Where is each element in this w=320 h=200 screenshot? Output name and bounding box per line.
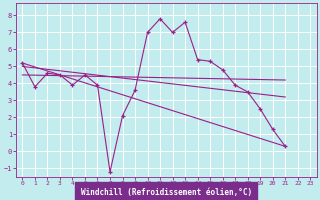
X-axis label: Windchill (Refroidissement éolien,°C): Windchill (Refroidissement éolien,°C) [81,188,252,197]
